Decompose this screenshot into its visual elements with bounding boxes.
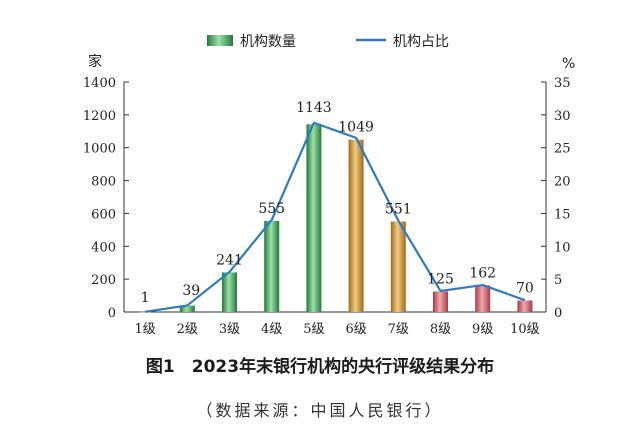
right-tick-label: 20 xyxy=(554,175,571,190)
line-series-group xyxy=(144,121,526,313)
data-label: 125 xyxy=(427,271,454,287)
right-tick-label: 25 xyxy=(554,142,571,157)
left-tick-label: 1400 xyxy=(83,76,116,91)
x-tick-label: 6级 xyxy=(345,322,366,337)
data-label: 39 xyxy=(182,283,200,299)
left-tick-label: 800 xyxy=(91,175,116,190)
bar-2 xyxy=(179,305,195,312)
bar-5 xyxy=(306,124,322,312)
left-tick-label: 600 xyxy=(91,207,116,222)
left-axis-unit: 家 xyxy=(88,53,102,70)
bar-7 xyxy=(390,221,406,312)
chart-canvas: 机构数量 机构占比 家 % 0200400600800100012001400 … xyxy=(83,34,575,337)
bar-3 xyxy=(222,272,237,312)
data-labels: 1 39 241 555 1143 1049 551 125 162 70 xyxy=(141,100,534,306)
x-tick-label: 3级 xyxy=(219,322,240,337)
bar-1 xyxy=(137,311,153,313)
x-tick-labels: 1级 2级 3级 4级 5级 6级 7级 8级 9级 10级 xyxy=(134,322,539,337)
data-label: 241 xyxy=(216,252,243,268)
right-tick-label: 35 xyxy=(554,76,571,91)
bar-6 xyxy=(348,139,364,312)
x-tick-label: 5级 xyxy=(303,322,324,337)
x-tick-label: 2级 xyxy=(177,322,198,337)
x-tick-label: 9级 xyxy=(472,322,493,337)
bar-series xyxy=(137,124,533,313)
right-tick-label: 5 xyxy=(554,273,562,288)
bar-8 xyxy=(433,291,448,312)
legend-bar-label: 机构数量 xyxy=(240,34,296,50)
data-label: 551 xyxy=(385,201,412,217)
right-axis-unit: % xyxy=(562,56,575,72)
left-y-ticks: 0 200 400 600 800 1000 1200 1400 xyxy=(83,76,129,321)
right-tick-label: 15 xyxy=(554,207,571,222)
share-line xyxy=(144,121,526,313)
bar-9 xyxy=(475,285,491,312)
x-tick-label: 4级 xyxy=(261,322,282,337)
bar-10 xyxy=(517,300,533,312)
data-label: 1049 xyxy=(338,120,374,136)
right-tick-label: 30 xyxy=(554,109,571,124)
data-label: 555 xyxy=(258,201,285,217)
legend: 机构数量 机构占比 xyxy=(207,34,449,50)
x-tick-label: 7级 xyxy=(388,322,409,337)
bar-4 xyxy=(264,220,280,312)
right-tick-label: 10 xyxy=(554,240,571,255)
data-label: 1143 xyxy=(296,100,332,116)
data-label: 70 xyxy=(516,281,534,297)
figure-caption-source: （数据来源：中国人民银行） xyxy=(196,401,444,420)
x-tick-label: 1级 xyxy=(134,322,155,337)
x-tick-label: 10级 xyxy=(510,322,540,337)
right-y-ticks: 0 5 10 15 20 25 30 35 xyxy=(541,76,571,321)
left-tick-label: 0 xyxy=(108,306,116,321)
legend-line-label: 机构占比 xyxy=(393,34,449,50)
legend-bar-swatch xyxy=(207,35,233,46)
left-tick-label: 1000 xyxy=(83,142,116,157)
left-tick-label: 400 xyxy=(91,240,116,255)
x-tick-label: 8级 xyxy=(430,322,451,337)
left-tick-label: 200 xyxy=(91,273,116,288)
data-label: 1 xyxy=(141,290,150,306)
figure-caption-title: 图1 2023年末银行机构的央行评级结果分布 xyxy=(145,357,495,377)
data-label: 162 xyxy=(469,265,496,281)
right-tick-label: 0 xyxy=(554,306,562,321)
left-tick-label: 1200 xyxy=(83,109,116,124)
